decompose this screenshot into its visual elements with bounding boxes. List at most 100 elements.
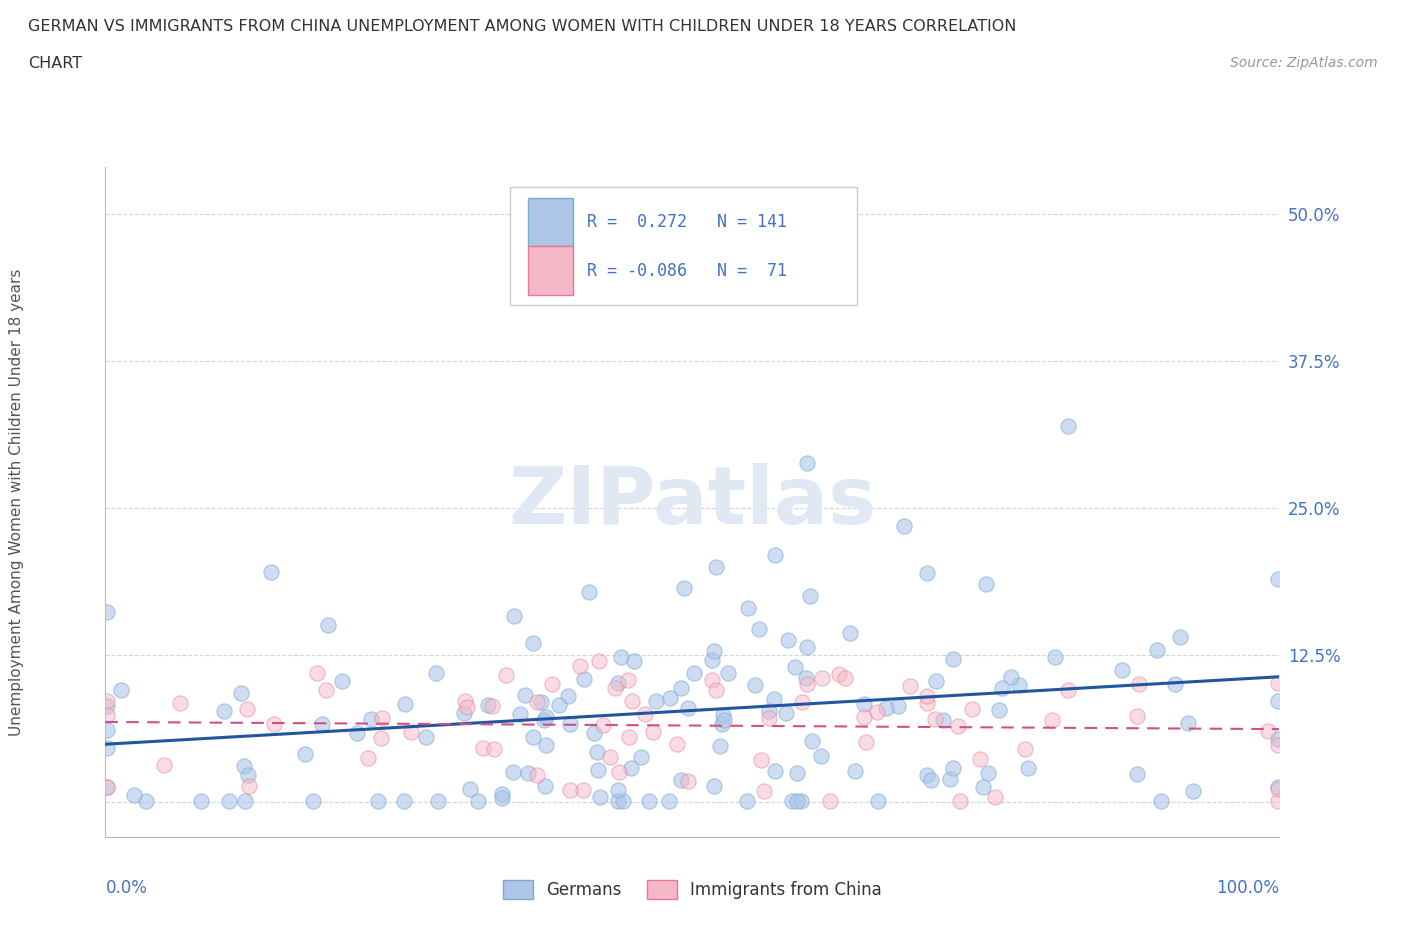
Point xyxy=(238,779,260,794)
Point xyxy=(717,666,740,681)
Point xyxy=(737,601,759,616)
Point xyxy=(1057,683,1080,698)
Point xyxy=(529,695,551,710)
Point xyxy=(589,790,612,804)
Point xyxy=(875,700,897,715)
Point xyxy=(744,678,766,693)
Point xyxy=(229,685,252,700)
FancyBboxPatch shape xyxy=(529,197,572,246)
Point xyxy=(311,716,333,731)
Point xyxy=(749,752,772,767)
Point xyxy=(1150,793,1173,808)
Point xyxy=(828,667,851,682)
Point xyxy=(949,793,972,808)
Point xyxy=(190,793,212,808)
Point xyxy=(316,618,339,632)
Point xyxy=(920,772,942,787)
Point xyxy=(1128,677,1150,692)
Point xyxy=(572,671,595,686)
Point xyxy=(540,677,562,692)
Point xyxy=(533,712,555,727)
Point xyxy=(700,672,723,687)
Point xyxy=(893,518,915,533)
Point xyxy=(1014,742,1036,757)
Point xyxy=(1111,663,1133,678)
Point xyxy=(467,793,489,808)
Point xyxy=(586,763,609,777)
Point xyxy=(367,793,389,808)
Point xyxy=(754,783,776,798)
Point xyxy=(868,793,890,808)
Point xyxy=(621,693,644,708)
Point xyxy=(169,696,191,711)
Point xyxy=(96,740,118,755)
Point xyxy=(96,723,118,737)
Point xyxy=(703,644,725,658)
Point xyxy=(915,768,938,783)
Point xyxy=(785,659,807,674)
Point xyxy=(471,741,494,756)
Point xyxy=(634,706,657,721)
Point xyxy=(969,751,991,766)
Point xyxy=(676,773,699,788)
Point xyxy=(703,778,725,793)
Point xyxy=(676,701,699,716)
Point xyxy=(671,773,693,788)
Point xyxy=(557,688,579,703)
Point xyxy=(1267,732,1289,747)
Point xyxy=(800,733,823,748)
Point xyxy=(942,652,965,667)
Point xyxy=(1146,643,1168,658)
Point xyxy=(709,738,731,753)
Point xyxy=(491,790,513,805)
Point xyxy=(96,708,118,723)
Point xyxy=(481,698,503,713)
Point xyxy=(810,749,832,764)
Point xyxy=(776,632,799,647)
Point xyxy=(517,765,540,780)
Point xyxy=(976,766,998,781)
Point xyxy=(1168,630,1191,644)
Point xyxy=(1267,779,1289,794)
Point xyxy=(1164,677,1187,692)
Point xyxy=(616,672,638,687)
Point xyxy=(673,580,696,595)
Point xyxy=(641,724,664,739)
Point xyxy=(522,729,544,744)
Point xyxy=(458,781,481,796)
Point xyxy=(644,694,666,709)
Point xyxy=(669,681,692,696)
Point xyxy=(453,694,475,709)
Point xyxy=(263,716,285,731)
Text: R = -0.086   N =  71: R = -0.086 N = 71 xyxy=(586,261,787,280)
Point xyxy=(1267,571,1289,586)
Point xyxy=(1257,724,1279,738)
Point xyxy=(818,793,841,808)
Point xyxy=(96,698,118,713)
Point xyxy=(917,688,939,703)
Point xyxy=(401,724,423,739)
Point xyxy=(603,681,626,696)
Point xyxy=(630,750,652,764)
FancyBboxPatch shape xyxy=(510,188,856,305)
Point xyxy=(522,636,544,651)
Point xyxy=(599,750,621,764)
Point xyxy=(1057,418,1080,433)
Point xyxy=(548,698,571,712)
Point xyxy=(810,671,832,686)
FancyBboxPatch shape xyxy=(529,246,572,295)
Point xyxy=(748,621,770,636)
Point xyxy=(834,289,856,304)
Point xyxy=(984,790,1007,804)
Point xyxy=(925,673,948,688)
Point xyxy=(560,717,582,732)
Point xyxy=(710,716,733,731)
Point xyxy=(425,666,447,681)
Point xyxy=(1017,761,1039,776)
Point xyxy=(534,710,557,724)
Point xyxy=(612,793,634,808)
Point xyxy=(763,548,786,563)
Text: 100.0%: 100.0% xyxy=(1216,879,1279,897)
Point xyxy=(526,695,548,710)
Point xyxy=(1267,694,1289,709)
